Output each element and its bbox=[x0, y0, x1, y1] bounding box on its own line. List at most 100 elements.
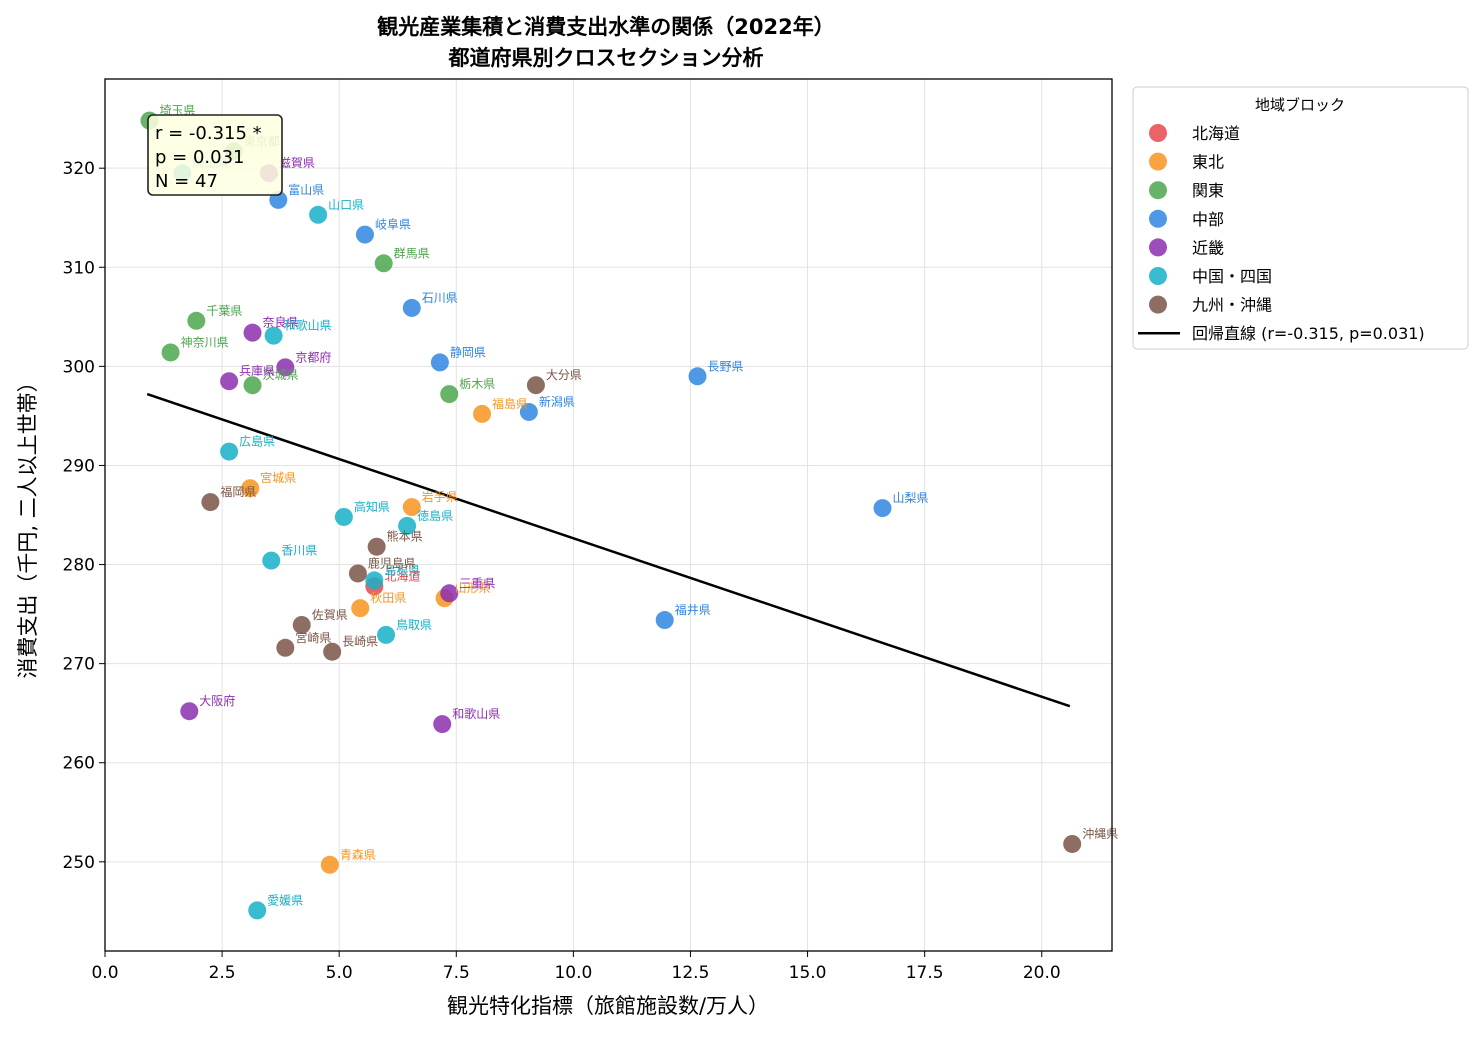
data-point-label: 鳥取県 bbox=[396, 617, 432, 632]
data-point-label: 香川県 bbox=[281, 544, 317, 558]
regression-layer bbox=[146, 392, 1071, 708]
data-point-label: 鹿児島県 bbox=[368, 555, 416, 570]
data-point-label: 和歌山県 bbox=[452, 706, 500, 721]
chart-title: 観光産業集積と消費支出水準の関係（2022年） 都道府県別クロスセクション分析 bbox=[377, 15, 834, 70]
y-tick-label: 320 bbox=[63, 159, 95, 179]
plot-frame bbox=[104, 78, 1113, 952]
y-tick-label: 290 bbox=[63, 456, 95, 476]
data-point bbox=[440, 385, 459, 404]
data-point bbox=[377, 625, 396, 644]
legend-marker bbox=[1149, 181, 1167, 200]
data-point-label: 愛媛県 bbox=[267, 893, 303, 907]
x-tick-label: 5.0 bbox=[326, 963, 353, 983]
data-point-label: 福島県 bbox=[492, 396, 528, 411]
data-point bbox=[473, 404, 492, 423]
y-tick-label: 300 bbox=[63, 357, 95, 377]
data-point bbox=[243, 376, 262, 395]
data-point bbox=[334, 507, 353, 526]
data-point bbox=[243, 323, 262, 342]
y-tick-label: 270 bbox=[63, 655, 95, 675]
legend-title: 地域ブロック bbox=[1255, 96, 1345, 114]
x-tick-label: 12.5 bbox=[672, 963, 710, 983]
data-point bbox=[220, 372, 239, 391]
x-tick-label: 0.0 bbox=[91, 963, 118, 983]
data-point bbox=[161, 343, 180, 362]
legend-marker bbox=[1149, 267, 1167, 285]
data-point-label: 千葉県 bbox=[206, 304, 242, 318]
data-point-label: 埼玉県 bbox=[159, 104, 195, 118]
data-point bbox=[201, 493, 220, 512]
data-point bbox=[351, 599, 370, 618]
data-point-label: 福岡県 bbox=[220, 484, 256, 499]
data-point-label: 兵庫県 bbox=[239, 364, 275, 378]
legend-label: 中部 bbox=[1192, 210, 1224, 229]
data-point-label: 徳島県 bbox=[417, 508, 453, 523]
x-axis-ticks: 0.0 2.5 5.0 7.5 10.0 12.5 15.0 17.5 20.0 bbox=[91, 951, 1061, 983]
data-point bbox=[374, 254, 393, 273]
x-tick-label: 2.5 bbox=[209, 963, 236, 983]
legend-label: 近畿 bbox=[1192, 238, 1224, 257]
data-point-label: 長崎県 bbox=[342, 635, 378, 649]
legend-label: 中国・四国 bbox=[1192, 267, 1272, 286]
data-point-label: 福井県 bbox=[675, 602, 711, 617]
data-point-label: 沖縄県 bbox=[1082, 826, 1118, 841]
stats-box-frame bbox=[147, 114, 283, 196]
data-point-label: 神奈川県 bbox=[181, 335, 229, 349]
data-point bbox=[365, 571, 384, 590]
y-axis-ticks: 250 260 270 280 290 300 310 320 bbox=[63, 159, 105, 873]
y-tick-label: 280 bbox=[63, 556, 95, 576]
x-axis-label: 観光特化指標（旅館施設数/万人） bbox=[447, 994, 769, 1018]
legend-marker bbox=[1149, 238, 1167, 257]
data-point-label: 静岡県 bbox=[450, 345, 486, 359]
data-point bbox=[402, 498, 421, 517]
data-point bbox=[320, 855, 339, 874]
data-point bbox=[526, 376, 545, 395]
data-point-label: 山梨県 bbox=[892, 491, 928, 505]
data-point bbox=[348, 564, 367, 583]
data-point-label: 佐賀県 bbox=[312, 608, 348, 622]
legend-label: 北海道 bbox=[1192, 124, 1240, 143]
data-point-label: 大阪府 bbox=[199, 693, 235, 708]
data-point-label: 滋賀県 bbox=[279, 156, 315, 170]
data-point bbox=[873, 499, 892, 518]
data-point-label: 三重県 bbox=[459, 576, 495, 590]
data-point bbox=[433, 715, 452, 734]
legend-label: 東北 bbox=[1192, 153, 1224, 172]
x-tick-label: 10.0 bbox=[554, 963, 592, 983]
data-point-label: 青森県 bbox=[340, 847, 376, 862]
legend-frame bbox=[1132, 86, 1469, 350]
data-point-label: 山口県 bbox=[328, 198, 364, 212]
legend-marker bbox=[1149, 209, 1167, 228]
data-point-label: 和歌山県 bbox=[284, 318, 332, 333]
data-point bbox=[1063, 834, 1082, 853]
data-point bbox=[276, 358, 295, 377]
data-point bbox=[367, 537, 386, 556]
data-point-label: 北海道 bbox=[384, 568, 420, 583]
data-point bbox=[180, 702, 199, 721]
data-point-label: 岐阜県 bbox=[375, 218, 411, 232]
data-point-label: 栃木県 bbox=[459, 377, 495, 391]
y-tick-label: 250 bbox=[63, 853, 95, 873]
x-tick-label: 17.5 bbox=[906, 963, 944, 983]
stats-box: r = -0.315 * p = 0.031 N = 47 bbox=[147, 114, 283, 196]
data-point bbox=[187, 311, 206, 330]
data-point-label: 山形県 bbox=[455, 581, 491, 595]
data-point-label: 宮城県 bbox=[260, 470, 296, 485]
legend-marker bbox=[1149, 152, 1167, 171]
data-point bbox=[323, 642, 342, 661]
data-point bbox=[519, 402, 538, 421]
y-tick-label: 260 bbox=[63, 754, 95, 774]
data-point-label: 富山県 bbox=[288, 182, 324, 197]
data-point bbox=[402, 298, 421, 317]
stats-r: r = -0.315 * bbox=[155, 123, 262, 144]
data-point bbox=[398, 516, 417, 535]
data-point-label: 群馬県 bbox=[394, 246, 430, 260]
legend-label: 九州・沖縄 bbox=[1192, 296, 1272, 315]
data-point-label: 宮崎県 bbox=[295, 630, 331, 645]
data-point-label: 石川県 bbox=[422, 291, 458, 305]
data-point-label: 長野県 bbox=[707, 359, 743, 373]
data-point bbox=[264, 326, 283, 345]
